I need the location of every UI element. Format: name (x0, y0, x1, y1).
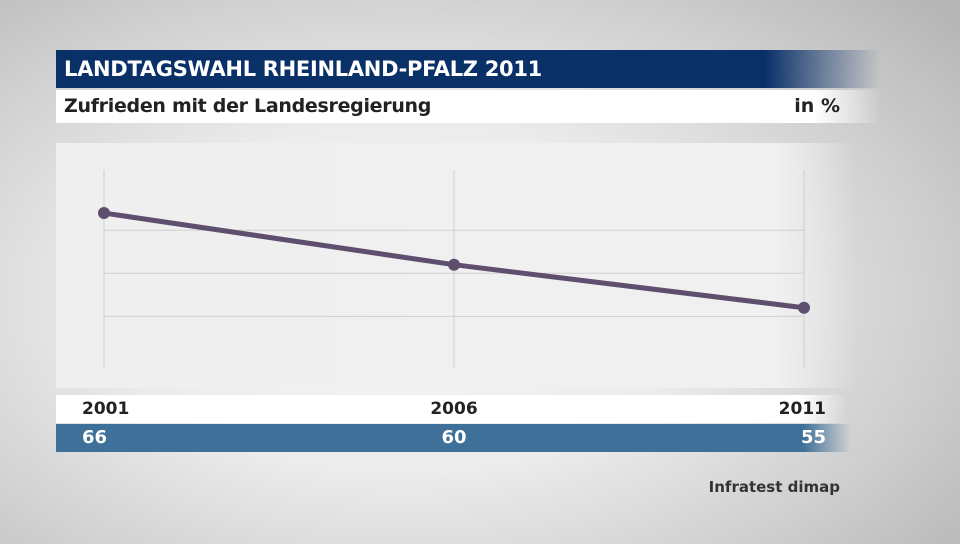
chart-title: LANDTAGSWAHL RHEINLAND-PFALZ 2011 (56, 50, 880, 88)
year-labels-row: 2001 2006 2011 (56, 395, 846, 423)
data-point-2011 (798, 301, 810, 314)
data-points (98, 207, 810, 314)
data-label-2011: 55 (800, 427, 826, 448)
tick-label-2006: 2006 (430, 399, 478, 419)
unit-label: in % (794, 95, 840, 117)
data-label-2006: 60 (441, 427, 467, 448)
data-point-2006 (448, 258, 460, 271)
data-label-2001: 66 (82, 427, 108, 448)
source-label: Infratest dimap (708, 478, 840, 496)
tick-label-2001: 2001 (82, 399, 130, 419)
tick-label-2011: 2011 (778, 399, 826, 419)
value-labels-row: 66 60 55 (56, 424, 851, 452)
chart-subtitle: Zufrieden mit der Landesregierung (64, 95, 432, 117)
subtitle-bar: Zufrieden mit der Landesregierung in % (56, 90, 880, 123)
data-point-2001 (98, 207, 110, 220)
